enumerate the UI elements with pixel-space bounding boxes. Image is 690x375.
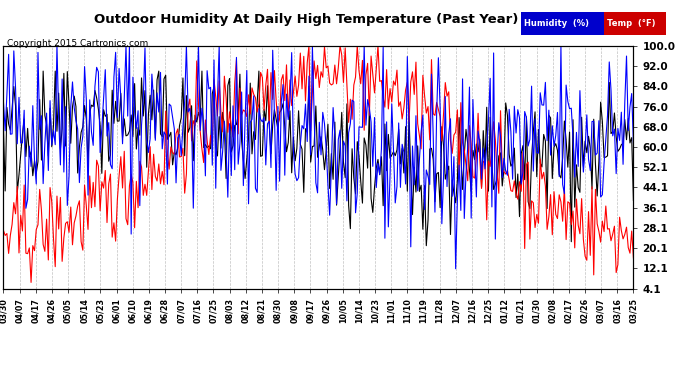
Text: Temp  (°F): Temp (°F) <box>607 19 656 28</box>
Text: Humidity  (%): Humidity (%) <box>524 19 589 28</box>
Text: Copyright 2015 Cartronics.com: Copyright 2015 Cartronics.com <box>7 39 148 48</box>
Text: Outdoor Humidity At Daily High Temperature (Past Year) 20150330: Outdoor Humidity At Daily High Temperatu… <box>94 13 596 26</box>
